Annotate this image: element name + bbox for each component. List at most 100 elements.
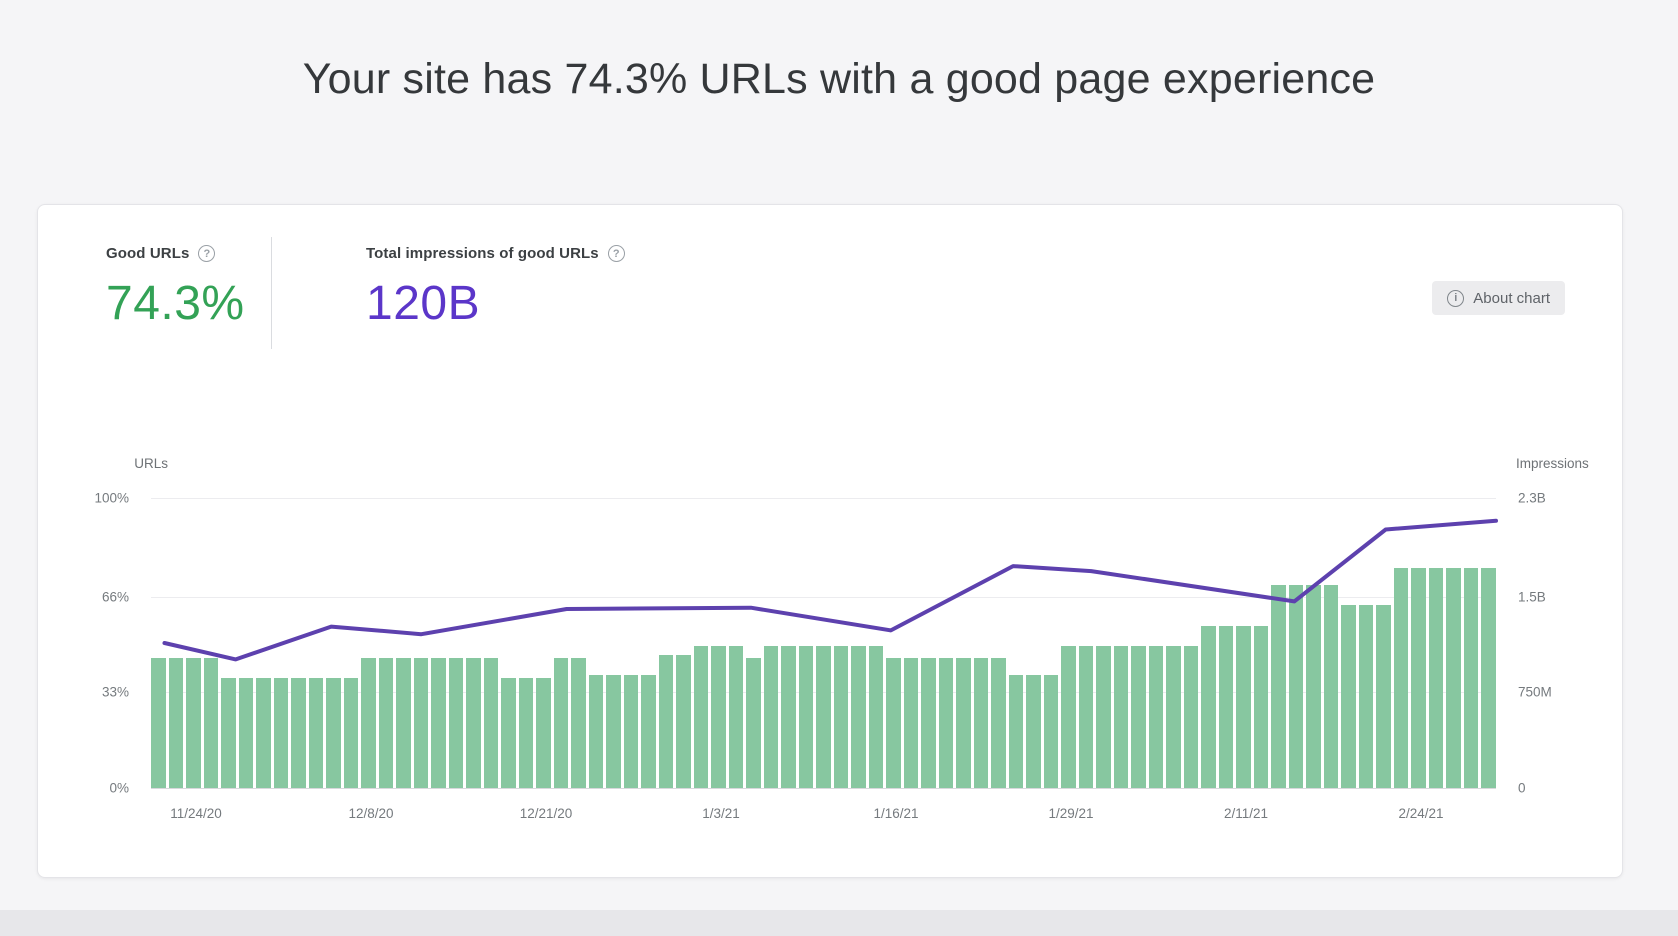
bar[interactable] bbox=[1306, 585, 1321, 788]
bar[interactable] bbox=[396, 657, 411, 788]
bar[interactable] bbox=[816, 645, 831, 788]
bar[interactable] bbox=[833, 645, 848, 788]
bar[interactable] bbox=[1131, 645, 1146, 788]
about-chart-button[interactable]: i About chart bbox=[1432, 281, 1565, 315]
bar[interactable] bbox=[466, 657, 481, 788]
bar[interactable] bbox=[798, 645, 813, 788]
x-axis-tick: 12/21/20 bbox=[519, 806, 573, 821]
bar[interactable] bbox=[1358, 605, 1373, 788]
gridline-66% bbox=[151, 596, 1496, 598]
bar[interactable] bbox=[1078, 645, 1093, 788]
bar[interactable] bbox=[1218, 625, 1233, 788]
bar[interactable] bbox=[361, 657, 376, 788]
bar[interactable] bbox=[1008, 674, 1023, 788]
bar[interactable] bbox=[1253, 625, 1268, 788]
bar[interactable] bbox=[203, 657, 218, 788]
page-title: Your site has 74.3% URLs with a good pag… bbox=[302, 55, 1376, 103]
bar[interactable] bbox=[431, 657, 446, 788]
bar[interactable] bbox=[151, 657, 166, 788]
bar[interactable] bbox=[606, 674, 621, 788]
bar[interactable] bbox=[1463, 567, 1478, 788]
bar[interactable] bbox=[693, 645, 708, 788]
bar[interactable] bbox=[1341, 605, 1356, 788]
gridline-100% bbox=[151, 498, 1496, 499]
x-axis-tick: 11/24/20 bbox=[170, 806, 222, 821]
bar[interactable] bbox=[1411, 567, 1426, 788]
left-axis-tick: 66% bbox=[101, 589, 129, 605]
bar[interactable] bbox=[903, 657, 918, 788]
bar[interactable] bbox=[973, 657, 988, 788]
bar[interactable] bbox=[186, 657, 201, 788]
bar[interactable] bbox=[763, 645, 778, 788]
bar[interactable] bbox=[938, 657, 953, 788]
x-axis-tick: 12/8/20 bbox=[348, 806, 394, 821]
bar[interactable] bbox=[1113, 645, 1128, 788]
bar[interactable] bbox=[1428, 567, 1443, 788]
help-icon[interactable]: ? bbox=[198, 245, 216, 262]
bar[interactable] bbox=[588, 674, 603, 788]
bar[interactable] bbox=[448, 657, 463, 788]
bar[interactable] bbox=[221, 677, 236, 788]
bar[interactable] bbox=[921, 657, 936, 788]
bar[interactable] bbox=[571, 657, 586, 788]
bar[interactable] bbox=[1148, 645, 1163, 788]
bar[interactable] bbox=[641, 674, 656, 788]
bar[interactable] bbox=[1201, 625, 1216, 788]
bar[interactable] bbox=[991, 657, 1006, 788]
bar[interactable] bbox=[1288, 585, 1303, 788]
left-axis-tick: 0% bbox=[109, 780, 129, 796]
bar[interactable] bbox=[1096, 645, 1111, 788]
bar[interactable] bbox=[1043, 674, 1058, 788]
bar[interactable] bbox=[711, 645, 726, 788]
x-axis-tick: 1/29/21 bbox=[1048, 806, 1094, 821]
bar[interactable] bbox=[483, 657, 498, 788]
good-urls-metric: Good URLs ? 74.3% bbox=[106, 245, 245, 331]
bar[interactable] bbox=[413, 657, 428, 788]
bar[interactable] bbox=[1393, 567, 1408, 788]
bar[interactable] bbox=[623, 674, 638, 788]
bar[interactable] bbox=[1323, 585, 1338, 788]
chart-plot-area: 100% 2.3B 66% 1.5B 33% 750M 0% 0 bbox=[94, 491, 1551, 796]
bar[interactable] bbox=[273, 677, 288, 788]
right-axis-tick: 2.3B bbox=[1518, 490, 1546, 506]
bar[interactable] bbox=[868, 645, 883, 788]
bar[interactable] bbox=[676, 654, 691, 788]
bar[interactable] bbox=[238, 677, 253, 788]
bar[interactable] bbox=[746, 657, 761, 788]
bar[interactable] bbox=[1166, 645, 1181, 788]
bar[interactable] bbox=[1236, 625, 1251, 788]
bar[interactable] bbox=[1271, 585, 1286, 788]
bar[interactable] bbox=[1026, 674, 1041, 788]
left-axis-tick: 33% bbox=[101, 684, 129, 700]
good-urls-value: 74.3% bbox=[106, 277, 245, 330]
bar[interactable] bbox=[553, 657, 568, 788]
bar[interactable] bbox=[343, 677, 358, 788]
right-axis-title: Impressions bbox=[1516, 456, 1589, 471]
impressions-value: 120B bbox=[366, 277, 481, 330]
bar[interactable] bbox=[378, 657, 393, 788]
bar[interactable] bbox=[658, 654, 673, 788]
right-axis-tick: 750M bbox=[1518, 684, 1552, 700]
bar[interactable] bbox=[168, 657, 183, 788]
bar[interactable] bbox=[956, 657, 971, 788]
bar[interactable] bbox=[1061, 645, 1076, 788]
bar[interactable] bbox=[256, 677, 271, 788]
bar[interactable] bbox=[1183, 645, 1198, 788]
bar[interactable] bbox=[536, 677, 551, 788]
bar[interactable] bbox=[728, 645, 743, 788]
bar[interactable] bbox=[308, 677, 323, 788]
bottom-strip bbox=[0, 910, 1678, 936]
bar[interactable] bbox=[781, 645, 796, 788]
bar[interactable] bbox=[886, 657, 901, 788]
bar[interactable] bbox=[501, 677, 516, 788]
bar[interactable] bbox=[518, 677, 533, 788]
bar[interactable] bbox=[1446, 567, 1461, 788]
metric-divider bbox=[271, 237, 272, 349]
right-axis-tick: 0 bbox=[1518, 780, 1526, 796]
bar[interactable] bbox=[1481, 567, 1496, 788]
bar[interactable] bbox=[851, 645, 866, 788]
bar[interactable] bbox=[1376, 605, 1391, 788]
help-icon[interactable]: ? bbox=[607, 245, 625, 262]
bar[interactable] bbox=[326, 677, 341, 788]
bar[interactable] bbox=[291, 677, 306, 788]
